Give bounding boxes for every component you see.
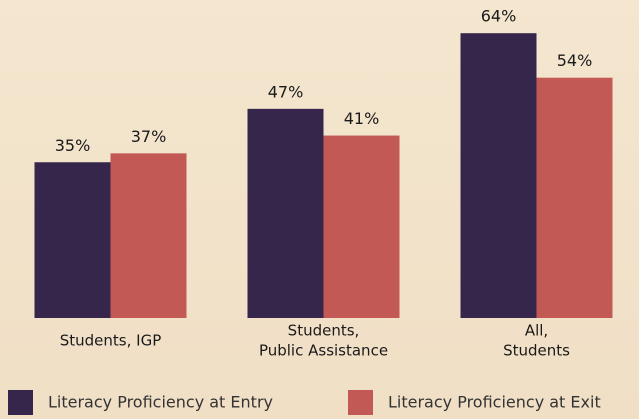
value-label: 47% <box>268 82 304 101</box>
value-label: 54% <box>557 51 593 70</box>
bar <box>323 135 400 318</box>
value-label: 41% <box>344 109 380 128</box>
legend-swatch <box>348 390 373 415</box>
bar <box>110 153 187 318</box>
bar <box>460 33 537 318</box>
bar <box>34 162 111 318</box>
x-tick-label: All, <box>525 322 548 340</box>
legend-swatch <box>8 390 33 415</box>
value-label: 37% <box>131 127 167 146</box>
legend-label: Literacy Proficiency at Entry <box>48 393 273 412</box>
x-tick-label: Students <box>503 342 570 360</box>
value-label: 64% <box>481 7 517 26</box>
legend-label: Literacy Proficiency at Exit <box>388 393 601 412</box>
bar <box>536 77 613 318</box>
x-tick-label: Students, IGP <box>60 332 162 350</box>
x-tick-label: Students, <box>288 322 360 340</box>
bar <box>247 108 324 318</box>
x-tick-label: Public Assistance <box>259 342 388 360</box>
value-label: 35% <box>55 136 91 155</box>
